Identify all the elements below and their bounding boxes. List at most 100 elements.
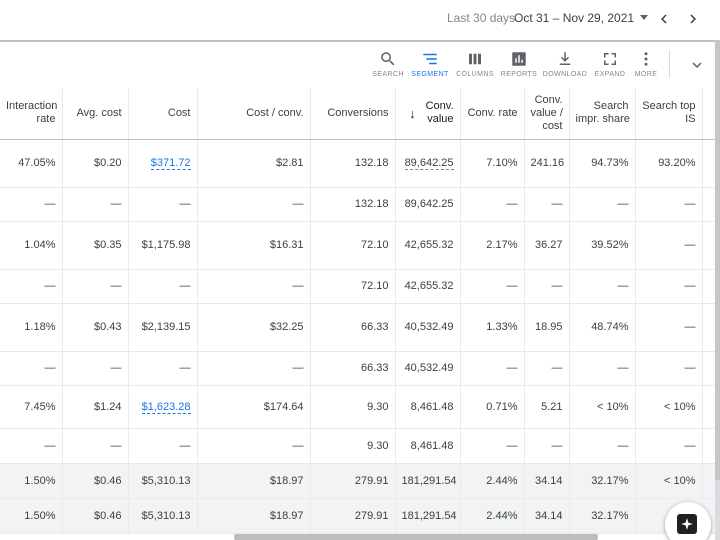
col-header-avg-cost[interactable]: Avg. cost bbox=[62, 88, 129, 140]
chevron-left-icon[interactable] bbox=[655, 10, 673, 28]
date-range-bar: Last 30 days Oct 31 – Nov 29, 2021 bbox=[0, 0, 720, 40]
total-row: 1.50% $0.46 $5,310.13 $18.97 279.91 181,… bbox=[0, 498, 715, 534]
table-row: — — — — 9.30 8,461.48 — — — — bbox=[0, 428, 715, 464]
cell-cost-per-conv: $174.64 bbox=[197, 385, 311, 429]
cell-search-impr-share: 48.74% bbox=[569, 303, 636, 352]
col-header-cost[interactable]: Cost bbox=[128, 88, 198, 140]
cell-cost-per-conv: — bbox=[197, 428, 311, 464]
table-row: — — — — 72.10 42,655.32 — — — — bbox=[0, 269, 715, 304]
date-range-label[interactable]: Last 30 days bbox=[447, 11, 516, 25]
col-header-conv-rate[interactable]: Conv. rate bbox=[460, 88, 525, 140]
expand-button[interactable]: EXPAND bbox=[587, 42, 633, 88]
table-row: — — — — 132.18 89,642.25 — — — — bbox=[0, 187, 715, 222]
cell-conv-value: 89,642.25 bbox=[395, 139, 461, 188]
download-icon bbox=[559, 52, 571, 65]
search-button[interactable]: SEARCH bbox=[365, 42, 411, 88]
cell-search-impr-share: 39.52% bbox=[569, 221, 636, 270]
cell-conv-value-cost: — bbox=[524, 187, 570, 222]
cell-conv-value-cost: 34.14 bbox=[524, 498, 570, 534]
cell-search-top-is: — bbox=[635, 303, 703, 352]
cell-conv-value: 40,532.49 bbox=[395, 351, 461, 386]
horizontal-scrollbar[interactable] bbox=[234, 534, 598, 540]
more-button[interactable]: MORE bbox=[623, 42, 669, 88]
cell-conv-rate: 2.44% bbox=[460, 498, 525, 534]
cell-avg-cost: — bbox=[62, 428, 129, 464]
cell-interaction-rate: 1.50% bbox=[0, 498, 63, 534]
feedback-button[interactable] bbox=[665, 502, 711, 540]
chevron-right-icon[interactable] bbox=[684, 10, 702, 28]
cell-conv-value: 42,655.32 bbox=[395, 221, 461, 270]
cell-conversions: 66.33 bbox=[310, 303, 396, 352]
cost-link[interactable]: $371.72 bbox=[150, 157, 191, 170]
cell-avg-cost: $0.46 bbox=[62, 498, 129, 534]
cell-interaction-rate: — bbox=[0, 428, 63, 464]
cell-avg-cost: — bbox=[62, 269, 129, 304]
cell-cost: $371.72 bbox=[128, 139, 198, 188]
cell-conv-rate: 0.71% bbox=[460, 385, 525, 429]
col-header-search-impr-share[interactable]: Search impr. share bbox=[569, 88, 636, 140]
col-header-overflow bbox=[702, 88, 715, 140]
cell-conversions: 66.33 bbox=[310, 351, 396, 386]
cell-conv-value: 40,532.49 bbox=[395, 303, 461, 352]
download-button[interactable]: DOWNLOAD bbox=[542, 42, 588, 88]
cell-cost: — bbox=[128, 187, 198, 222]
cell-conversions: 279.91 bbox=[310, 463, 396, 499]
cell-cost: $5,310.13 bbox=[128, 498, 198, 534]
table-row: — — — — 66.33 40,532.49 — — — — bbox=[0, 351, 715, 386]
col-header-interaction-rate[interactable]: Interaction rate bbox=[0, 88, 63, 140]
divider bbox=[0, 40, 715, 42]
cell-conv-value-cost: — bbox=[524, 351, 570, 386]
cell-search-top-is: — bbox=[635, 428, 703, 464]
table-header-row: Interaction rate Avg. cost Cost Cost / co… bbox=[0, 88, 715, 140]
cell-conv-value: 181,291.54 bbox=[395, 498, 461, 534]
cell-search-impr-share: 32.17% bbox=[569, 498, 636, 534]
cell-avg-cost: — bbox=[62, 187, 129, 222]
columns-button[interactable]: COLUMNS bbox=[452, 42, 498, 88]
cell-conversions: 9.30 bbox=[310, 385, 396, 429]
cell-conv-rate: 7.10% bbox=[460, 139, 525, 188]
total-row: 1.50% $0.46 $5,310.13 $18.97 279.91 181,… bbox=[0, 463, 715, 499]
date-range-dropdown-icon[interactable] bbox=[640, 15, 648, 20]
vertical-scrollbar-thumb[interactable] bbox=[715, 40, 720, 480]
cell-search-top-is: — bbox=[635, 187, 703, 222]
cost-link[interactable]: $1,623.28 bbox=[141, 400, 191, 414]
col-header-cost-per-conv[interactable]: Cost / conv. bbox=[197, 88, 311, 140]
cell-cost: — bbox=[128, 428, 198, 464]
cell-search-top-is: — bbox=[635, 351, 703, 386]
cell-cost: $1,623.28 bbox=[128, 385, 198, 429]
segment-icon bbox=[423, 53, 437, 65]
table-row: 1.18% $0.43 $2,139.15 $32.25 66.33 40,53… bbox=[0, 303, 715, 352]
cell-search-impr-share: 94.73% bbox=[569, 139, 636, 188]
cell-avg-cost: $0.43 bbox=[62, 303, 129, 352]
cell-cost-per-conv: $18.97 bbox=[197, 463, 311, 499]
search-icon bbox=[381, 52, 395, 66]
cell-avg-cost: $0.46 bbox=[62, 463, 129, 499]
cell-avg-cost: $0.20 bbox=[62, 139, 129, 188]
table-row: 47.05% $0.20 $371.72 $2.81 132.18 89,642… bbox=[0, 139, 715, 188]
cell-search-impr-share: — bbox=[569, 428, 636, 464]
expand-label: EXPAND bbox=[594, 71, 626, 78]
cell-interaction-rate: 7.45% bbox=[0, 385, 63, 429]
col-header-conversions[interactable]: Conversions bbox=[310, 88, 396, 140]
col-header-search-top-is[interactable]: Search top IS bbox=[635, 88, 703, 140]
col-header-conv-value-cost[interactable]: Conv. value / cost bbox=[524, 88, 570, 140]
cell-conversions: 72.10 bbox=[310, 221, 396, 270]
cell-avg-cost: $1.24 bbox=[62, 385, 129, 429]
cell-cost-per-conv: — bbox=[197, 351, 311, 386]
cell-conv-value: 8,461.48 bbox=[395, 428, 461, 464]
cell-conv-value: 181,291.54 bbox=[395, 463, 461, 499]
download-label: DOWNLOAD bbox=[542, 71, 588, 78]
reports-button[interactable]: REPORTS bbox=[496, 42, 542, 88]
cell-search-top-is: < 10% bbox=[635, 385, 703, 429]
date-range-value[interactable]: Oct 31 – Nov 29, 2021 bbox=[514, 11, 635, 25]
segment-label: SEGMENT bbox=[411, 71, 449, 78]
segment-button[interactable]: SEGMENT bbox=[407, 42, 453, 88]
cell-conv-rate: 1.33% bbox=[460, 303, 525, 352]
cell-conversions: 132.18 bbox=[310, 139, 396, 188]
col-header-conv-value[interactable]: ↓ Conv. value bbox=[395, 88, 461, 140]
cell-cost-per-conv: — bbox=[197, 269, 311, 304]
cell-search-impr-share: — bbox=[569, 269, 636, 304]
sort-down-arrow-icon: ↓ bbox=[409, 105, 416, 121]
cell-avg-cost: — bbox=[62, 351, 129, 386]
chevron-down-icon[interactable] bbox=[688, 56, 706, 74]
